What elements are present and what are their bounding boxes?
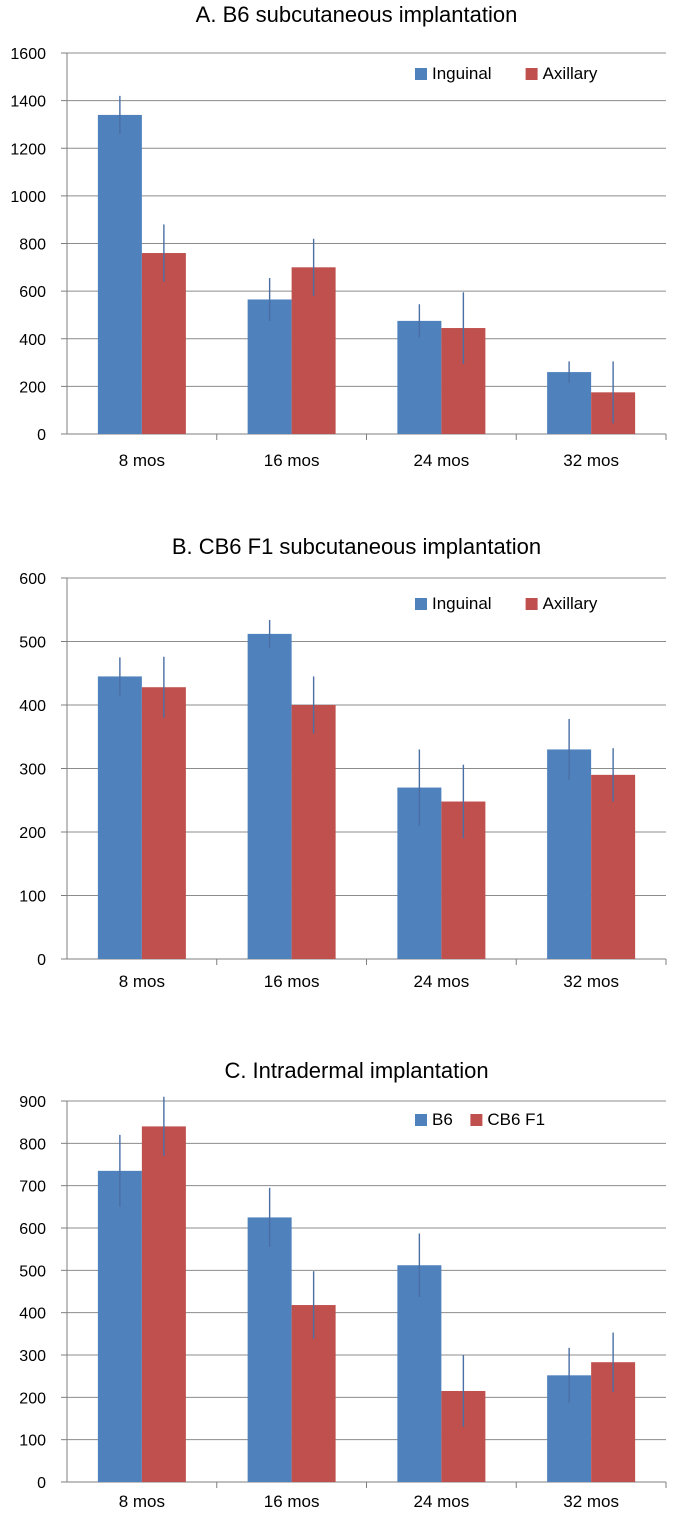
x-tick-label: 32 mos — [563, 451, 619, 470]
legend-swatch — [415, 1114, 427, 1126]
y-tick-label: 100 — [19, 1433, 46, 1450]
y-tick-label: 600 — [19, 571, 46, 588]
y-tick-label: 100 — [19, 889, 46, 906]
x-tick-label: 8 mos — [119, 451, 165, 470]
chart-title: C. Intradermal implantation — [224, 1058, 488, 1083]
legend-swatch — [525, 68, 538, 80]
bar-inguinal-1 — [247, 633, 292, 959]
x-tick-label: 8 mos — [119, 1492, 165, 1511]
bar-b6-0 — [97, 1170, 142, 1482]
legend: Inguinal Axillary — [415, 594, 598, 613]
legend: Inguinal Axillary — [415, 64, 598, 83]
x-tick-label: 32 mos — [563, 1492, 619, 1511]
x-tick-label: 16 mos — [264, 1492, 320, 1511]
y-tick-label: 700 — [19, 1179, 46, 1196]
y-tick-label: 400 — [19, 1306, 46, 1323]
y-tick-label: 200 — [19, 825, 46, 842]
y-tick-label: 300 — [19, 762, 46, 779]
y-tick-label: 1000 — [10, 189, 46, 206]
legend: B6 CB6 F1 — [415, 1110, 545, 1129]
legend-label: B6 — [432, 1110, 453, 1129]
legend-swatch — [470, 1114, 483, 1126]
bar-axillary-0 — [141, 253, 186, 434]
legend-label: Inguinal — [432, 594, 492, 613]
bar-inguinal-1 — [247, 299, 292, 434]
legend-label: Axillary — [543, 64, 598, 83]
y-tick-label: 300 — [19, 1348, 46, 1365]
y-tick-label: 500 — [19, 1263, 46, 1280]
y-tick-label: 200 — [19, 379, 46, 396]
bar-b6-1 — [247, 1217, 292, 1482]
bar-cb6-f1-0 — [141, 1126, 186, 1482]
x-tick-label: 16 mos — [264, 972, 320, 991]
y-tick-label: 900 — [19, 1094, 46, 1111]
chart-panel-0: A. B6 subcutaneous implantation 0 200 400 60… — [10, 2, 667, 470]
bar-axillary-3 — [591, 774, 636, 959]
x-tick-label: 16 mos — [264, 451, 320, 470]
chart-panel-1: B. CB6 F1 subcutaneous implantation 0 100 2… — [19, 534, 667, 991]
chart-panel-2: C. Intradermal implantation 0 100 200 300 400… — [19, 1058, 667, 1511]
x-tick-label: 24 mos — [414, 451, 470, 470]
y-tick-label: 500 — [19, 635, 46, 652]
y-tick-label: 800 — [19, 237, 46, 254]
y-tick-label: 0 — [37, 1475, 46, 1492]
legend-swatch — [525, 598, 538, 610]
bar-axillary-1 — [291, 705, 336, 959]
y-tick-label: 800 — [19, 1136, 46, 1153]
legend-label: Inguinal — [432, 64, 492, 83]
y-tick-label: 1200 — [10, 141, 46, 158]
x-tick-label: 32 mos — [563, 972, 619, 991]
y-tick-label: 1600 — [10, 46, 46, 63]
x-tick-label: 24 mos — [414, 972, 470, 991]
legend-swatch — [415, 68, 427, 80]
chart-title: A. B6 subcutaneous implantation — [196, 2, 518, 27]
y-tick-label: 600 — [19, 284, 46, 301]
y-tick-label: 1400 — [10, 94, 46, 111]
y-tick-label: 400 — [19, 332, 46, 349]
chart-title: B. CB6 F1 subcutaneous implantation — [172, 534, 541, 559]
bar-b6-2 — [397, 1265, 442, 1482]
legend-swatch — [415, 598, 427, 610]
x-tick-label: 8 mos — [119, 972, 165, 991]
x-tick-label: 24 mos — [414, 1492, 470, 1511]
legend-label: Axillary — [543, 594, 598, 613]
bar-inguinal-2 — [397, 320, 442, 434]
legend-label: CB6 F1 — [487, 1110, 545, 1129]
bar-inguinal-0 — [97, 114, 142, 434]
bar-inguinal-0 — [97, 676, 142, 959]
bar-axillary-0 — [141, 687, 186, 959]
y-tick-label: 0 — [37, 952, 46, 969]
y-tick-label: 400 — [19, 698, 46, 715]
y-tick-label: 0 — [37, 427, 46, 444]
bar-inguinal-3 — [547, 749, 592, 959]
y-tick-label: 200 — [19, 1390, 46, 1407]
y-tick-label: 600 — [19, 1221, 46, 1238]
